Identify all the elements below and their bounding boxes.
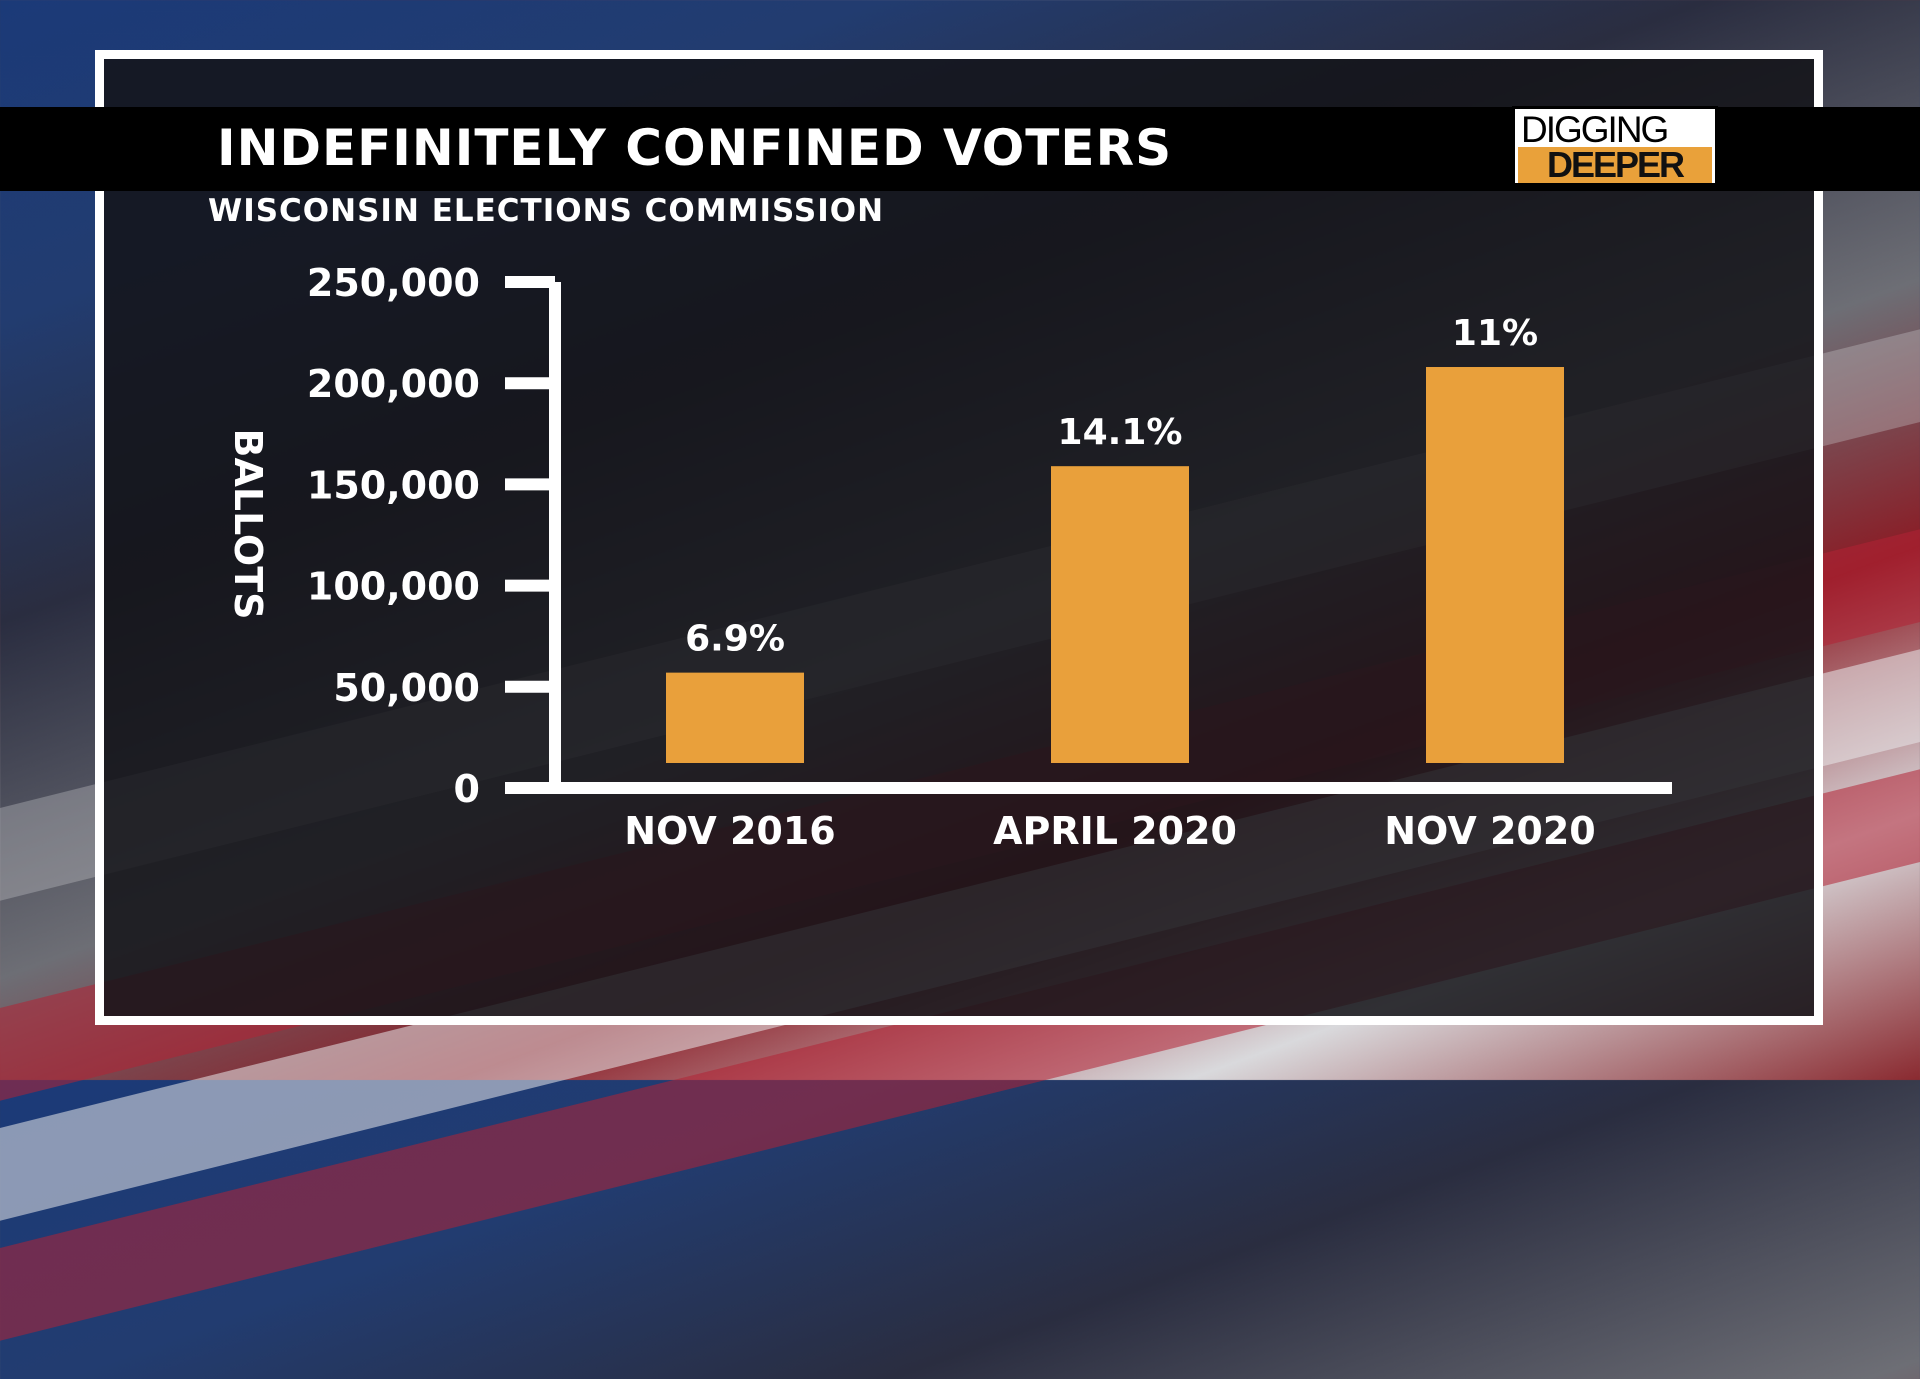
bar [1051,466,1189,763]
y-tick-label: 200,000 [307,362,480,406]
bar-chart: 0 50,000 100,000 150,000 200,000 250,000 BALLO… [226,261,1596,853]
bar-data-label: 6.9% [685,619,785,660]
chart-title: INDEFINITELY CONFINED VOTERS [217,119,1173,177]
chart-subtitle: WISCONSIN ELECTIONS COMMISSION [208,193,885,229]
x-category-label: APRIL 2020 [993,809,1237,853]
logo-text-top: DIGGING [1521,109,1669,150]
y-tick-label: 100,000 [307,565,480,609]
bar [1426,367,1564,763]
logo-text-bottom: DEEPER [1518,147,1712,183]
x-category-label: NOV 2020 [1384,809,1596,853]
y-tick-label: 150,000 [307,463,480,507]
y-tick-label: 0 [454,767,480,811]
y-tick-label: 50,000 [333,666,480,710]
bar-data-label: 11% [1452,313,1538,354]
bar-data-label: 14.1% [1058,412,1183,453]
digging-deeper-logo: DIGGING DEEPER [1512,106,1718,186]
y-axis-label: BALLOTS [226,428,270,619]
y-tick-label: 250,000 [307,261,480,305]
x-category-label: NOV 2016 [624,809,836,853]
bar [666,672,804,763]
